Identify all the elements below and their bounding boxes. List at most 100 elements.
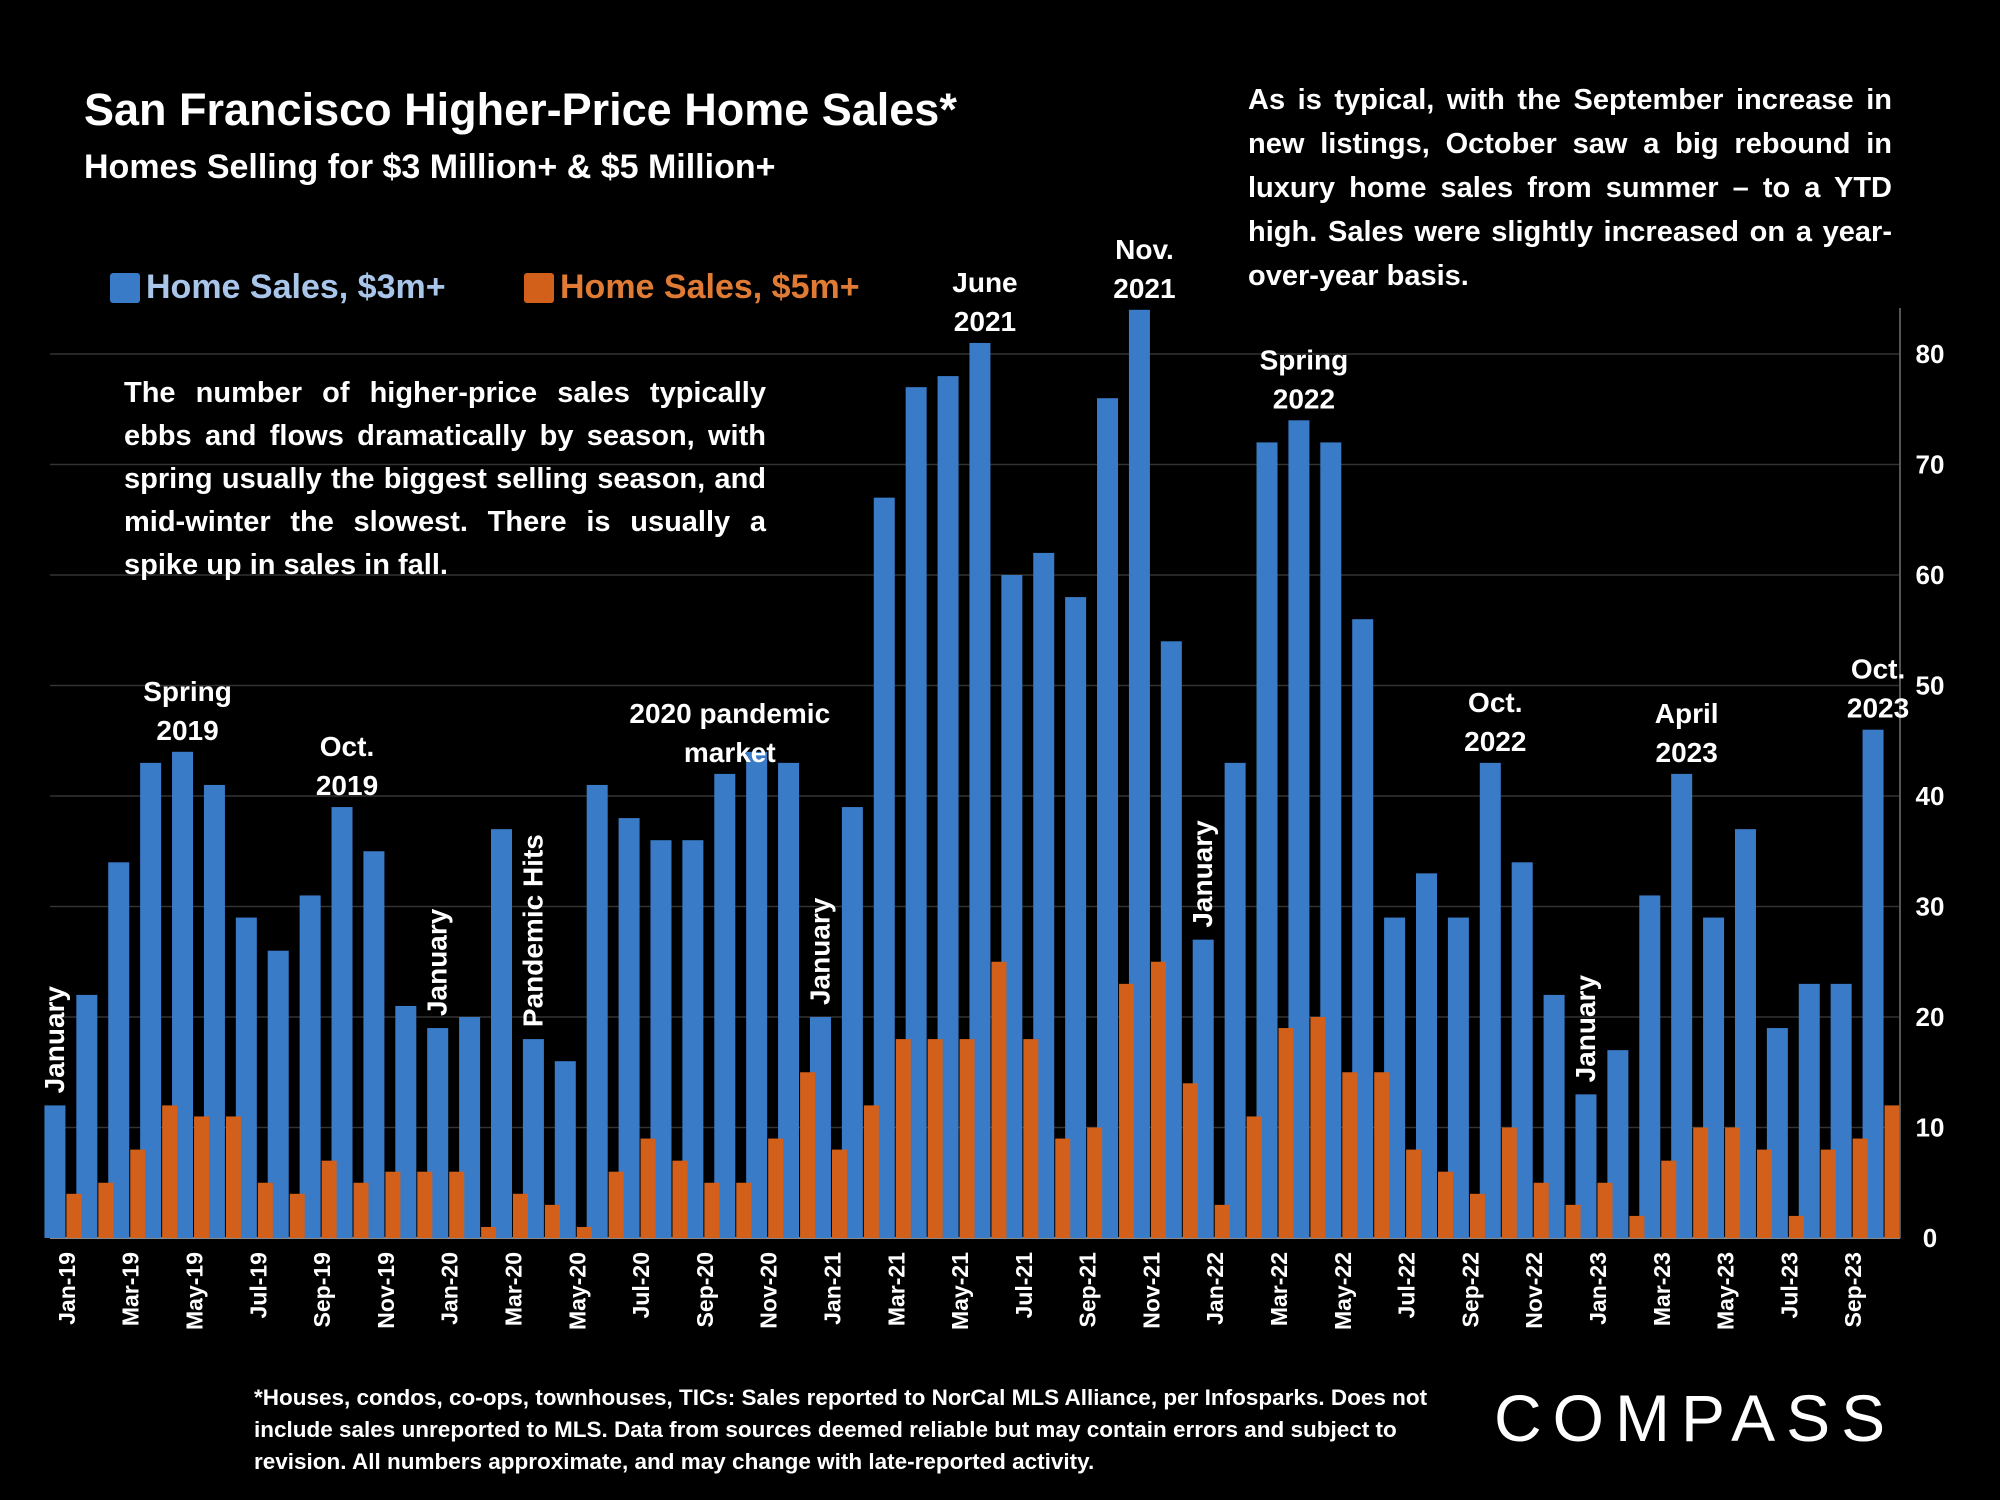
bar-3m bbox=[1671, 773, 1693, 1238]
bar-3m bbox=[778, 762, 800, 1238]
x-tick-label: May-22 bbox=[1330, 1252, 1356, 1330]
y-tick-label: 60 bbox=[1916, 560, 1945, 590]
bar-3m bbox=[1128, 309, 1150, 1238]
bar-3m bbox=[1447, 917, 1469, 1238]
x-tick-label: Nov-22 bbox=[1521, 1252, 1547, 1329]
bar-5m bbox=[449, 1171, 465, 1238]
annotation-label: 2023 bbox=[1847, 693, 1909, 724]
annotation-label: Pandemic Hits bbox=[517, 834, 548, 1027]
bar-3m bbox=[714, 773, 736, 1238]
bar-3m bbox=[1479, 762, 1501, 1238]
bar-3m bbox=[267, 950, 289, 1238]
y-tick-label: 20 bbox=[1916, 1002, 1945, 1032]
bar-3m bbox=[108, 862, 130, 1238]
bar-3m bbox=[746, 751, 768, 1238]
bar-3m bbox=[522, 1039, 544, 1238]
annotation-label: 2023 bbox=[1656, 737, 1718, 768]
y-tick-label: 80 bbox=[1916, 339, 1945, 369]
x-tick-label: Mar-21 bbox=[883, 1252, 909, 1326]
bar-5m bbox=[1087, 1127, 1103, 1238]
bar-3m bbox=[1511, 862, 1533, 1238]
bar-3m bbox=[76, 994, 98, 1238]
bar-3m bbox=[1639, 895, 1661, 1238]
footnote: *Houses, condos, co-ops, townhouses, TIC… bbox=[254, 1385, 1428, 1474]
annotation-label: 2020 pandemic bbox=[629, 698, 830, 729]
y-tick-label: 50 bbox=[1916, 671, 1945, 701]
bar-5m bbox=[1182, 1083, 1198, 1238]
bar-5m bbox=[1374, 1072, 1390, 1238]
annotation-label: 2019 bbox=[156, 715, 218, 746]
x-tick-label: Nov-19 bbox=[373, 1252, 399, 1329]
x-tick-label: May-21 bbox=[947, 1252, 973, 1330]
legend-swatch-5m bbox=[524, 272, 554, 303]
annotation-label: 2022 bbox=[1273, 383, 1335, 414]
bar-5m bbox=[927, 1039, 943, 1238]
bar-5m bbox=[353, 1182, 369, 1238]
x-tick-label: Jul-20 bbox=[628, 1252, 654, 1318]
bar-3m bbox=[650, 840, 672, 1238]
x-tick-label: Sep-23 bbox=[1840, 1252, 1866, 1327]
bar-3m bbox=[1352, 619, 1374, 1238]
bar-5m bbox=[1725, 1127, 1741, 1238]
bar-3m bbox=[554, 1061, 576, 1238]
bar-5m bbox=[991, 961, 1007, 1238]
bar-5m bbox=[1693, 1127, 1709, 1238]
bar-3m bbox=[172, 751, 194, 1238]
bar-5m bbox=[1884, 1105, 1900, 1238]
bar-5m bbox=[800, 1072, 816, 1238]
x-tick-label: Jul-23 bbox=[1776, 1252, 1802, 1318]
bar-3m bbox=[1288, 420, 1310, 1238]
bar-5m bbox=[289, 1193, 305, 1238]
bar-3m bbox=[1830, 983, 1852, 1238]
bar-3m bbox=[299, 895, 321, 1238]
bar-3m bbox=[140, 762, 162, 1238]
commentary-note: As is typical, with the September increa… bbox=[1248, 84, 1892, 292]
bar-5m bbox=[768, 1138, 784, 1238]
bar-5m bbox=[1469, 1193, 1485, 1238]
bar-5m bbox=[481, 1226, 497, 1238]
bar-3m bbox=[1575, 1094, 1597, 1238]
bar-3m bbox=[1256, 442, 1278, 1238]
x-tick-label: Mar-22 bbox=[1266, 1252, 1292, 1326]
x-tick-label: Mar-23 bbox=[1649, 1252, 1675, 1326]
bar-5m bbox=[1820, 1149, 1836, 1238]
annotation-label: Nov. bbox=[1115, 234, 1174, 265]
bar-3m bbox=[1416, 873, 1437, 1238]
legend-item-5m: Home Sales, $5m+ bbox=[524, 268, 860, 307]
x-tick-label: Jan-23 bbox=[1585, 1252, 1611, 1325]
annotation-label: 2019 bbox=[316, 770, 378, 801]
x-tick-label: Jan-19 bbox=[54, 1252, 80, 1325]
legend-swatch-3m bbox=[110, 272, 140, 303]
x-tick-label: May-19 bbox=[182, 1252, 208, 1330]
y-tick-label: 40 bbox=[1916, 781, 1945, 811]
bar-5m bbox=[895, 1039, 911, 1238]
bar-5m bbox=[608, 1171, 624, 1238]
bar-5m bbox=[1278, 1028, 1294, 1238]
annotation-label: June bbox=[952, 267, 1017, 298]
legend-item-3m: Home Sales, $3m+ bbox=[110, 268, 446, 307]
annotation-label: January bbox=[422, 908, 453, 1016]
bar-5m bbox=[385, 1171, 401, 1238]
y-tick-label: 10 bbox=[1916, 1113, 1945, 1143]
bar-5m bbox=[1246, 1116, 1262, 1238]
x-tick-label: Nov-20 bbox=[756, 1252, 782, 1329]
annotation-label: January bbox=[39, 986, 70, 1094]
bar-5m bbox=[1055, 1138, 1071, 1238]
x-tick-label: Sep-22 bbox=[1457, 1252, 1483, 1327]
y-tick-label: 0 bbox=[1923, 1223, 1937, 1253]
bar-5m bbox=[576, 1226, 592, 1238]
y-tick-label: 70 bbox=[1916, 450, 1945, 480]
bar-3m bbox=[331, 807, 353, 1238]
annotation-label: April bbox=[1655, 698, 1719, 729]
x-tick-label: Nov-21 bbox=[1138, 1252, 1164, 1329]
annotation-label: January bbox=[1570, 975, 1601, 1083]
x-tick-label: Jul-21 bbox=[1011, 1252, 1037, 1319]
bar-5m bbox=[1150, 961, 1166, 1238]
x-tick-label: Sep-20 bbox=[692, 1252, 718, 1327]
bar-3m bbox=[44, 1105, 66, 1238]
annotation-label: Oct. bbox=[320, 731, 374, 762]
bar-5m bbox=[1565, 1204, 1581, 1238]
bar-3m bbox=[1320, 442, 1342, 1238]
bar-5m bbox=[863, 1105, 879, 1238]
bar-5m bbox=[1214, 1204, 1230, 1238]
